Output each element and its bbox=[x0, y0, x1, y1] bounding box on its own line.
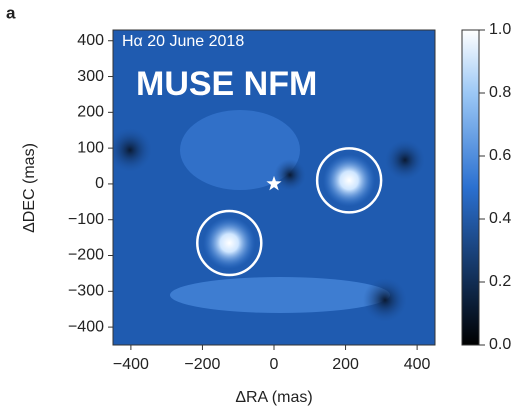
y-tick-label: 300 bbox=[77, 68, 104, 85]
source-emission bbox=[323, 154, 376, 207]
image-feature bbox=[170, 277, 390, 313]
colorbar-tick-label: 0.4 bbox=[489, 210, 511, 227]
y-tick-label: −200 bbox=[68, 247, 104, 264]
y-tick-label: −400 bbox=[68, 318, 104, 335]
y-tick-label: −100 bbox=[68, 211, 104, 228]
y-tick-label: 0 bbox=[95, 175, 104, 192]
x-tick-label: −400 bbox=[113, 356, 149, 373]
source-circle bbox=[196, 209, 263, 277]
x-axis-label: ΔRA (mas) bbox=[235, 389, 312, 406]
image-feature bbox=[113, 128, 152, 172]
source-emission bbox=[203, 216, 256, 269]
x-tick-label: 400 bbox=[404, 356, 431, 373]
y-tick-label: 400 bbox=[77, 32, 104, 49]
x-tick-label: −200 bbox=[184, 356, 220, 373]
y-tick-label: 100 bbox=[77, 139, 104, 156]
colorbar-tick-label: 0.8 bbox=[489, 84, 511, 101]
colorbar-tick-label: 0.2 bbox=[489, 273, 511, 290]
y-tick-label: −300 bbox=[68, 283, 104, 300]
image-feature bbox=[274, 159, 306, 191]
x-tick-label: 200 bbox=[332, 356, 359, 373]
y-tick-label: 200 bbox=[77, 104, 104, 121]
colorbar-tick-label: 0.6 bbox=[489, 147, 511, 164]
image-feature bbox=[385, 140, 425, 180]
source-circle bbox=[315, 147, 383, 214]
colorbar-tick-label: 1.0 bbox=[489, 21, 511, 38]
star-marker bbox=[266, 175, 282, 191]
colorbar bbox=[461, 29, 480, 346]
annotation: Hα 20 June 2018 bbox=[122, 33, 244, 50]
image-feature bbox=[180, 110, 300, 190]
colorbar-tick-label: 0.0 bbox=[489, 336, 511, 353]
annotation: MUSE NFM bbox=[136, 65, 317, 103]
x-tick-label: 0 bbox=[270, 356, 279, 373]
panel-label: a bbox=[6, 3, 16, 22]
y-axis-label: ΔDEC (mas) bbox=[21, 143, 38, 233]
image-feature bbox=[363, 278, 407, 322]
